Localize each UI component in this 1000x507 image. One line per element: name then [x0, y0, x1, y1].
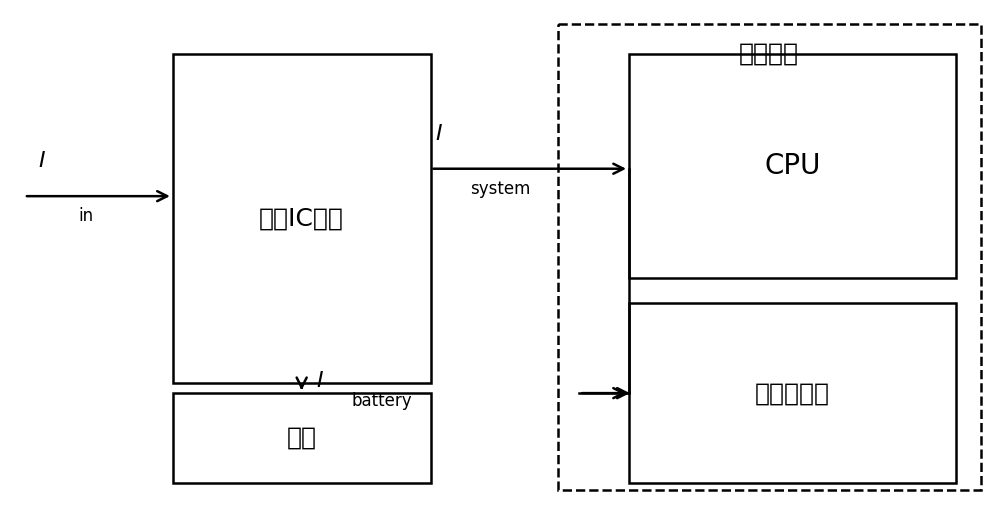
Text: I: I	[39, 151, 46, 171]
Bar	[558, 24, 981, 490]
Bar	[173, 393, 431, 483]
Text: 系统负载: 系统负载	[739, 42, 799, 66]
Text: in: in	[79, 207, 94, 225]
Text: 功率放大器: 功率放大器	[755, 381, 830, 405]
Bar	[629, 54, 956, 278]
Text: I: I	[436, 124, 442, 144]
Text: system: system	[470, 179, 531, 198]
Bar	[629, 303, 956, 483]
Text: 充电IC电路: 充电IC电路	[259, 206, 344, 231]
Text: 电池: 电池	[287, 426, 317, 450]
Text: I: I	[317, 371, 323, 391]
Text: CPU: CPU	[764, 152, 821, 180]
Text: battery: battery	[351, 391, 412, 410]
Bar	[173, 54, 431, 383]
